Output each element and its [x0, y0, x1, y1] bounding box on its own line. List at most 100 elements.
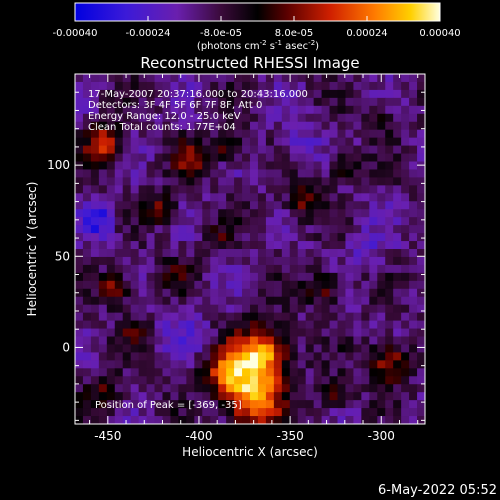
heatmap-cell	[273, 384, 283, 393]
heatmap-cell	[242, 328, 251, 337]
heatmap-cell	[337, 312, 346, 321]
heatmap-cell	[250, 384, 259, 393]
heatmap-cell	[154, 201, 163, 210]
heatmap-cell	[154, 304, 163, 314]
heatmap-cell	[401, 217, 410, 226]
heatmap-cell	[162, 336, 171, 345]
heatmap-cell	[257, 328, 267, 337]
heatmap-cell	[130, 352, 140, 361]
heatmap-cell	[226, 408, 235, 417]
heatmap-cell	[281, 129, 291, 139]
heatmap-cell	[289, 185, 299, 194]
heatmap-cell	[409, 296, 418, 306]
heatmap-cell	[138, 217, 147, 226]
heatmap-cell	[281, 161, 291, 170]
heatmap-cell	[353, 400, 362, 409]
heatmap-cell	[226, 392, 235, 401]
heatmap-cell	[130, 129, 140, 139]
heatmap-cell	[409, 368, 418, 377]
heatmap-cell	[178, 256, 187, 266]
heatmap-cell	[305, 137, 315, 146]
heatmap-cell	[273, 392, 283, 401]
colorbar-tick-label: 8.0e-05	[275, 28, 313, 39]
heatmap-cell	[289, 177, 299, 186]
heatmap-cell	[82, 193, 92, 202]
heatmap-cell	[305, 384, 315, 393]
heatmap-cell	[154, 320, 163, 329]
heatmap-cell	[353, 320, 362, 329]
heatmap-cell	[377, 217, 386, 226]
heatmap-cell	[417, 256, 426, 266]
heatmap-cell	[313, 384, 322, 393]
heatmap-cell	[361, 352, 370, 361]
heatmap-cell	[138, 145, 147, 154]
heatmap-cell	[289, 97, 299, 107]
heatmap-cell	[337, 408, 346, 417]
heatmap-cell	[146, 81, 155, 91]
heatmap-cell	[75, 74, 84, 83]
heatmap-cell	[393, 352, 402, 361]
heatmap-cell	[210, 193, 219, 202]
heatmap-cell	[234, 233, 243, 242]
heatmap-cell	[154, 256, 163, 266]
heatmap-cell	[305, 272, 315, 282]
heatmap-cell	[353, 74, 362, 83]
heatmap-cell	[329, 217, 338, 226]
heatmap-cell	[75, 137, 84, 146]
heatmap-cell	[393, 169, 402, 178]
info-line: 17-May-2007 20:37:16.000 to 20:43:16.000	[88, 89, 308, 100]
heatmap-cell	[98, 97, 108, 107]
heatmap-cell	[297, 320, 307, 329]
heatmap-cell	[337, 320, 346, 329]
heatmap-cell	[234, 217, 243, 226]
heatmap-cell	[138, 336, 147, 345]
heatmap-cell	[90, 137, 100, 146]
heatmap-cell	[226, 225, 235, 234]
heatmap-cell	[210, 360, 219, 369]
heatmap-cell	[361, 193, 370, 202]
heatmap-cell	[130, 121, 140, 131]
heatmap-cell	[90, 217, 100, 226]
heatmap-cell	[146, 145, 155, 154]
heatmap-cell	[250, 169, 259, 178]
heatmap-cell	[234, 241, 243, 250]
heatmap-cell	[154, 225, 163, 234]
heatmap-cell	[194, 169, 203, 178]
heatmap-cell	[409, 264, 418, 274]
heatmap-cell	[297, 352, 307, 361]
heatmap-cell	[90, 360, 100, 369]
heatmap-cell	[321, 264, 330, 274]
heatmap-cell	[210, 280, 219, 290]
heatmap-cell	[385, 336, 394, 345]
heatmap-cell	[329, 360, 338, 369]
heatmap-cell	[353, 288, 362, 298]
heatmap-cell	[130, 89, 140, 99]
heatmap-cell	[162, 328, 171, 337]
heatmap-cell	[305, 376, 315, 385]
heatmap-cell	[138, 209, 147, 218]
heatmap-cell	[106, 280, 116, 290]
heatmap-cell	[170, 129, 179, 139]
heatmap-cell	[90, 376, 100, 385]
heatmap-cell	[138, 280, 147, 290]
heatmap-cell	[146, 74, 155, 83]
heatmap-cell	[114, 105, 124, 115]
heatmap-cell	[369, 185, 378, 194]
heatmap-cell	[146, 105, 155, 115]
heatmap-cell	[242, 320, 251, 329]
heatmap-cell	[297, 400, 307, 409]
heatmap-cell	[186, 129, 195, 139]
heatmap-cell	[313, 400, 322, 409]
heatmap-cell	[281, 392, 291, 401]
heatmap-cell	[82, 296, 92, 306]
heatmap-cell	[353, 352, 362, 361]
heatmap-cell	[321, 320, 330, 329]
heatmap-cell	[210, 201, 219, 210]
heatmap-cell	[218, 89, 227, 99]
heatmap-cell	[114, 97, 124, 107]
heatmap-cell	[401, 161, 410, 170]
heatmap-cell	[393, 105, 402, 115]
heatmap-cell	[250, 177, 259, 186]
heatmap-cell	[210, 256, 219, 266]
colorbar-tick-label: -0.00040	[53, 28, 98, 39]
